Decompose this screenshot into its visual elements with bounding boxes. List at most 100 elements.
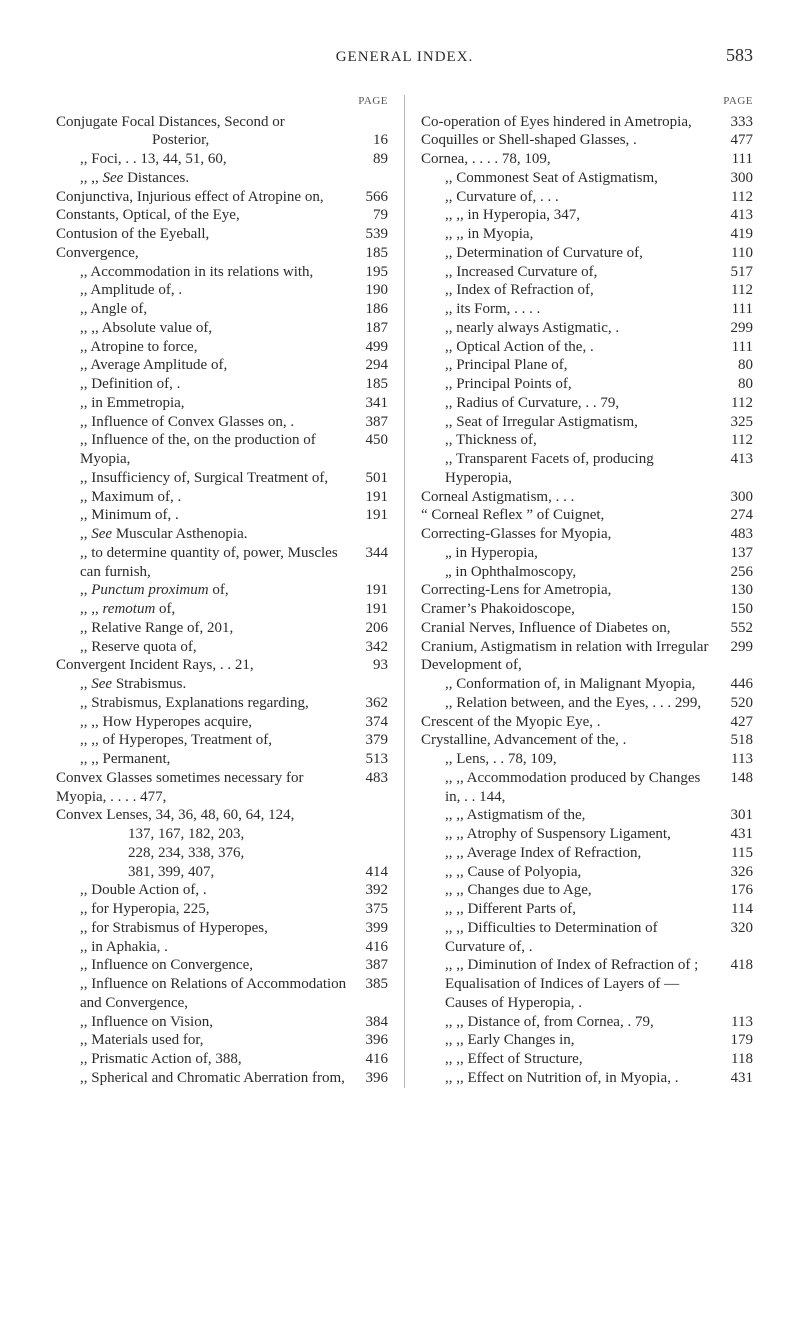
index-entry: ,, Commonest Seat of Astigmatism, 300 (421, 169, 753, 188)
entry-page: 114 (721, 900, 753, 919)
entry-label: ,, Influence on Vision, (80, 1013, 350, 1032)
entry-label: ,, Conformation of, in Malignant Myopia, (445, 675, 715, 694)
entry-page: 552 (721, 619, 753, 638)
index-entry: ,, Materials used for,396 (56, 1031, 388, 1050)
entry-page: 333 (721, 113, 753, 132)
entry-page: 111 (721, 338, 753, 357)
entry-page: 513 (356, 750, 388, 769)
entry-label: ,, Reserve quota of, (80, 638, 350, 657)
index-entry: ,, to determine quantity of, power, Musc… (56, 544, 388, 582)
entry-label: ,, in Aphakia, . (80, 938, 350, 957)
entry-label: ,, its Form, . . . . (445, 300, 715, 319)
entry-label: 228, 234, 338, 376, (128, 844, 350, 863)
entry-label: ,, Influence of the, on the production o… (80, 431, 350, 469)
entry-page: 111 (721, 150, 753, 169)
entry-label: Crescent of the Myopic Eye, . (421, 713, 715, 732)
entry-page: 431 (721, 1069, 753, 1088)
entry-label: ,, See Muscular Asthenopia. (80, 525, 350, 544)
entry-page: 483 (356, 769, 388, 788)
entry-label: ,, Definition of, . (80, 375, 350, 394)
entry-page: 450 (356, 431, 388, 450)
entry-italic: See (91, 676, 112, 692)
entry-label: ,, ,, Effect of Structure, (445, 1050, 715, 1069)
entry-page: 190 (356, 281, 388, 300)
index-entry: Co-operation of Eyes hindered in Ametrop… (421, 113, 753, 132)
page-label-right: PAGE (421, 95, 753, 109)
index-entry: Correcting-Lens for Ametropia,130 (421, 581, 753, 600)
entry-page: 118 (721, 1050, 753, 1069)
entry-label: ,, Influence of Convex Glasses on, . (80, 413, 350, 432)
entry-label: ,, ,, of Hyperopes, Treatment of, (80, 731, 350, 750)
entry-page: 115 (721, 844, 753, 863)
index-entry: ,, Determination of Curvature of,110 (421, 244, 753, 263)
index-entry: Corneal Astigmatism, . . .300 (421, 488, 753, 507)
entry-page: 427 (721, 713, 753, 732)
entry-label: ,, ,, Early Changes in, (445, 1031, 715, 1050)
entry-label: ,, Curvature of, . . . (445, 188, 715, 207)
entry-label: ,, Seat of Irregular Astigmatism, (445, 413, 715, 432)
index-entry: ,, Strabismus, Explanations regarding,36… (56, 694, 388, 713)
entry-page: 399 (356, 919, 388, 938)
entry-page: 195 (356, 263, 388, 282)
entry-label: ,, Accommodation in its relations with, (80, 263, 350, 282)
entry-label: Convergence, (56, 244, 350, 263)
entry-page: 566 (356, 188, 388, 207)
index-entry: ,, Thickness of,112 (421, 431, 753, 450)
index-entry: ,, Seat of Irregular Astigmatism,325 (421, 413, 753, 432)
index-entry: Conjunctiva, Injurious effect of Atropin… (56, 188, 388, 207)
page-label-left: PAGE (56, 95, 388, 109)
entry-page: 477 (721, 131, 753, 150)
entry-italic: remotum (103, 601, 156, 617)
entry-page: 413 (721, 450, 753, 469)
entry-label: Correcting-Glasses for Myopia, (421, 525, 715, 544)
entry-label: Conjunctiva, Injurious effect of Atropin… (56, 188, 350, 207)
index-entry: ,, nearly always Astigmatic, .299 (421, 319, 753, 338)
entry-page: 396 (356, 1031, 388, 1050)
index-entry: ,, ,, remotum of,191 (56, 600, 388, 619)
entry-page: 179 (721, 1031, 753, 1050)
entry-page: 517 (721, 263, 753, 282)
entry-label: ,, Strabismus, Explanations regarding, (80, 694, 350, 713)
index-entry: ,, ,, in Hyperopia, 347,413 (421, 206, 753, 225)
entry-page: 206 (356, 619, 388, 638)
entry-page: 392 (356, 881, 388, 900)
entry-label: ,, Influence on Convergence, (80, 956, 350, 975)
index-entry: Crystalline, Advancement of the, .518 (421, 731, 753, 750)
index-entry: Correcting-Glasses for Myopia,483 (421, 525, 753, 544)
entry-label: ,, Transparent Facets of, producing Hype… (445, 450, 715, 488)
index-entry: ,, Average Amplitude of,294 (56, 356, 388, 375)
index-entry: ,, ,, Permanent,513 (56, 750, 388, 769)
index-entry: ,, ,, of Hyperopes, Treatment of, 379 (56, 731, 388, 750)
index-entry: ,, Influence of the, on the production o… (56, 431, 388, 469)
entry-label: ,, Spherical and Chromatic Aberration fr… (80, 1069, 350, 1088)
entry-label: Co-operation of Eyes hindered in Ametrop… (421, 113, 715, 132)
entry-label: ,, nearly always Astigmatic, . (445, 319, 715, 338)
entry-page: 379 (356, 731, 388, 750)
entry-label: ,, Prismatic Action of, 388, (80, 1050, 350, 1069)
index-entry: Cranium, Astigmatism in relation with Ir… (421, 638, 753, 676)
entry-page: 385 (356, 975, 388, 994)
entry-page: 187 (356, 319, 388, 338)
index-entry: „ in Hyperopia,137 (421, 544, 753, 563)
entry-label: ,, Atropine to force, (80, 338, 350, 357)
entry-label: „ in Ophthalmoscopy, (445, 563, 715, 582)
entry-page: 300 (721, 169, 753, 188)
entry-page: 539 (356, 225, 388, 244)
index-columns: PAGE Conjugate Focal Distances, Second o… (56, 95, 753, 1088)
entry-page: 186 (356, 300, 388, 319)
index-entry: ,, Transparent Facets of, producing Hype… (421, 450, 753, 488)
entry-page: 326 (721, 863, 753, 882)
index-entry: Cranial Nerves, Influence of Diabetes on… (421, 619, 753, 638)
index-entry: ,, ,, Accommodation produced by Changes … (421, 769, 753, 807)
entry-italic: Punctum proximum (91, 582, 208, 598)
entry-page: 342 (356, 638, 388, 657)
index-entry: ,, Index of Refraction of,112 (421, 281, 753, 300)
index-entry: ,, Minimum of, .191 (56, 506, 388, 525)
entry-label: Correcting-Lens for Ametropia, (421, 581, 715, 600)
entry-page: 416 (356, 938, 388, 957)
entry-label: ,, Commonest Seat of Astigmatism, (445, 169, 715, 188)
entry-page: 16 (356, 131, 388, 150)
index-entry: ,, Curvature of, . . .112 (421, 188, 753, 207)
index-entry: ,, ,, Astigmatism of the,301 (421, 806, 753, 825)
index-entry: ,, ,, Average Index of Refraction,115 (421, 844, 753, 863)
